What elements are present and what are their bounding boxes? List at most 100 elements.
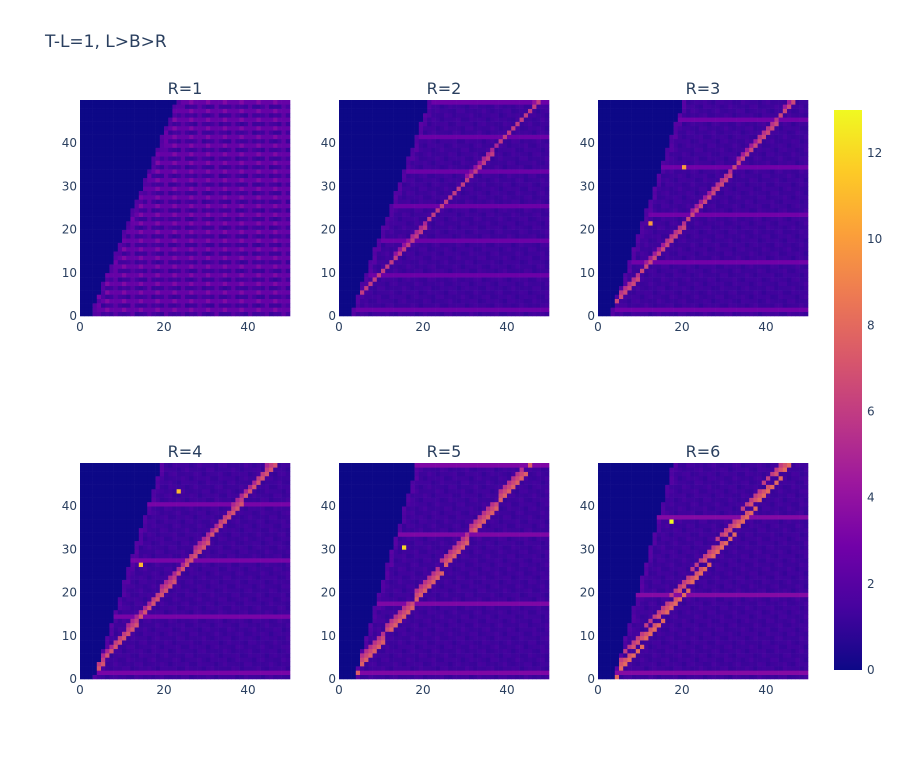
heatmap-cell	[130, 203, 135, 209]
heatmap-cell	[168, 190, 173, 196]
heatmap-cell	[134, 177, 140, 183]
heatmap-cell	[452, 182, 457, 187]
heatmap-cell	[372, 294, 378, 300]
heatmap-cell	[427, 138, 432, 144]
heatmap-cell	[231, 298, 236, 304]
heatmap-cell	[351, 156, 357, 161]
heatmap-cell	[256, 190, 261, 196]
heatmap-cell	[88, 255, 93, 261]
heatmap-cell	[494, 143, 499, 148]
heatmap-cell	[519, 182, 525, 187]
heatmap-cell	[235, 156, 240, 161]
heatmap-cell	[515, 255, 520, 261]
heatmap-cell	[269, 251, 274, 256]
heatmap-cell	[347, 272, 352, 278]
heatmap-cell	[502, 177, 508, 183]
heatmap-cell	[351, 177, 357, 183]
heatmap-cell	[126, 264, 131, 269]
heatmap-cell	[444, 281, 449, 287]
heatmap-cell	[210, 242, 215, 248]
heatmap-cell	[544, 294, 550, 300]
heatmap-cell	[494, 112, 499, 118]
heatmap-cell	[109, 311, 114, 317]
heatmap-cell	[427, 208, 432, 213]
heatmap-cell	[227, 208, 232, 213]
heatmap-cell	[452, 112, 457, 118]
heatmap-cell	[343, 112, 348, 118]
heatmap-cell	[88, 138, 93, 144]
heatmap-cell	[252, 125, 257, 131]
heatmap-cell	[122, 272, 127, 278]
heatmap-cell	[180, 182, 186, 187]
heatmap-cell	[372, 138, 378, 144]
heatmap-cell	[515, 147, 520, 153]
heatmap-cell	[96, 238, 102, 243]
heatmap-cell	[469, 212, 474, 217]
heatmap-cell	[260, 311, 266, 317]
heatmap-cell	[507, 255, 512, 261]
heatmap-cell	[155, 311, 161, 317]
heatmap-cell	[126, 216, 131, 222]
heatmap-cell	[402, 147, 407, 153]
heatmap-cell	[385, 242, 390, 248]
heatmap-cell	[269, 238, 274, 243]
heatmap-cell	[540, 298, 546, 304]
heatmap-cell	[502, 229, 508, 235]
heatmap-cell	[465, 294, 470, 300]
heatmap-cell	[473, 164, 478, 170]
heatmap-cell	[452, 195, 457, 200]
heatmap-cell	[109, 307, 114, 312]
heatmap-cell	[227, 298, 232, 304]
heatmap-cell	[273, 229, 278, 235]
heatmap-cell	[193, 203, 198, 209]
heatmap-cell	[498, 151, 504, 157]
heatmap-cell	[523, 246, 529, 252]
heatmap-cell	[427, 255, 432, 261]
heatmap-cell	[130, 208, 135, 213]
heatmap-cell	[122, 208, 127, 213]
heatmap-cell	[180, 190, 186, 196]
heatmap-cell	[376, 147, 382, 153]
heatmap-cell	[435, 173, 441, 179]
heatmap-cell	[164, 203, 169, 209]
heatmap-cell	[147, 277, 152, 282]
heatmap-cell	[431, 143, 436, 148]
heatmap-cell	[214, 212, 219, 217]
heatmap-cell	[536, 108, 541, 114]
heatmap-cell	[239, 186, 245, 192]
heatmap-cell	[122, 242, 127, 248]
heatmap-cell	[96, 143, 102, 148]
heatmap-cell	[528, 160, 533, 166]
heatmap-cell	[406, 216, 411, 222]
heatmap-cell	[452, 229, 457, 235]
heatmap-cell	[113, 303, 119, 308]
heatmap-cell	[355, 259, 361, 265]
heatmap-cell	[494, 307, 499, 312]
heatmap-cell	[402, 303, 407, 308]
heatmap-cell	[389, 186, 394, 192]
heatmap-cell	[264, 112, 270, 118]
heatmap-cell	[406, 220, 411, 226]
heatmap-cell	[164, 156, 169, 161]
heatmap-cell	[164, 112, 169, 118]
heatmap-cell	[532, 294, 537, 300]
heatmap-cell	[197, 259, 203, 265]
heatmap-cell	[423, 199, 428, 204]
heatmap-cell	[96, 173, 102, 179]
heatmap-cell	[360, 285, 365, 291]
heatmap-cell	[210, 208, 215, 213]
heatmap-cell	[515, 134, 520, 140]
heatmap-cell	[105, 277, 110, 282]
heatmap-cell	[360, 233, 365, 239]
heatmap-cell	[210, 216, 215, 222]
heatmap-cell	[231, 285, 236, 291]
heatmap-cell	[218, 104, 224, 109]
heatmap-cell	[456, 233, 462, 239]
heatmap-cell	[431, 242, 436, 248]
heatmap-cell	[252, 208, 257, 213]
heatmap-cell	[122, 125, 127, 131]
heatmap-cell	[168, 199, 173, 204]
heatmap-cell	[222, 303, 228, 308]
heatmap-cell	[222, 100, 228, 105]
heatmap-cell	[351, 203, 357, 209]
